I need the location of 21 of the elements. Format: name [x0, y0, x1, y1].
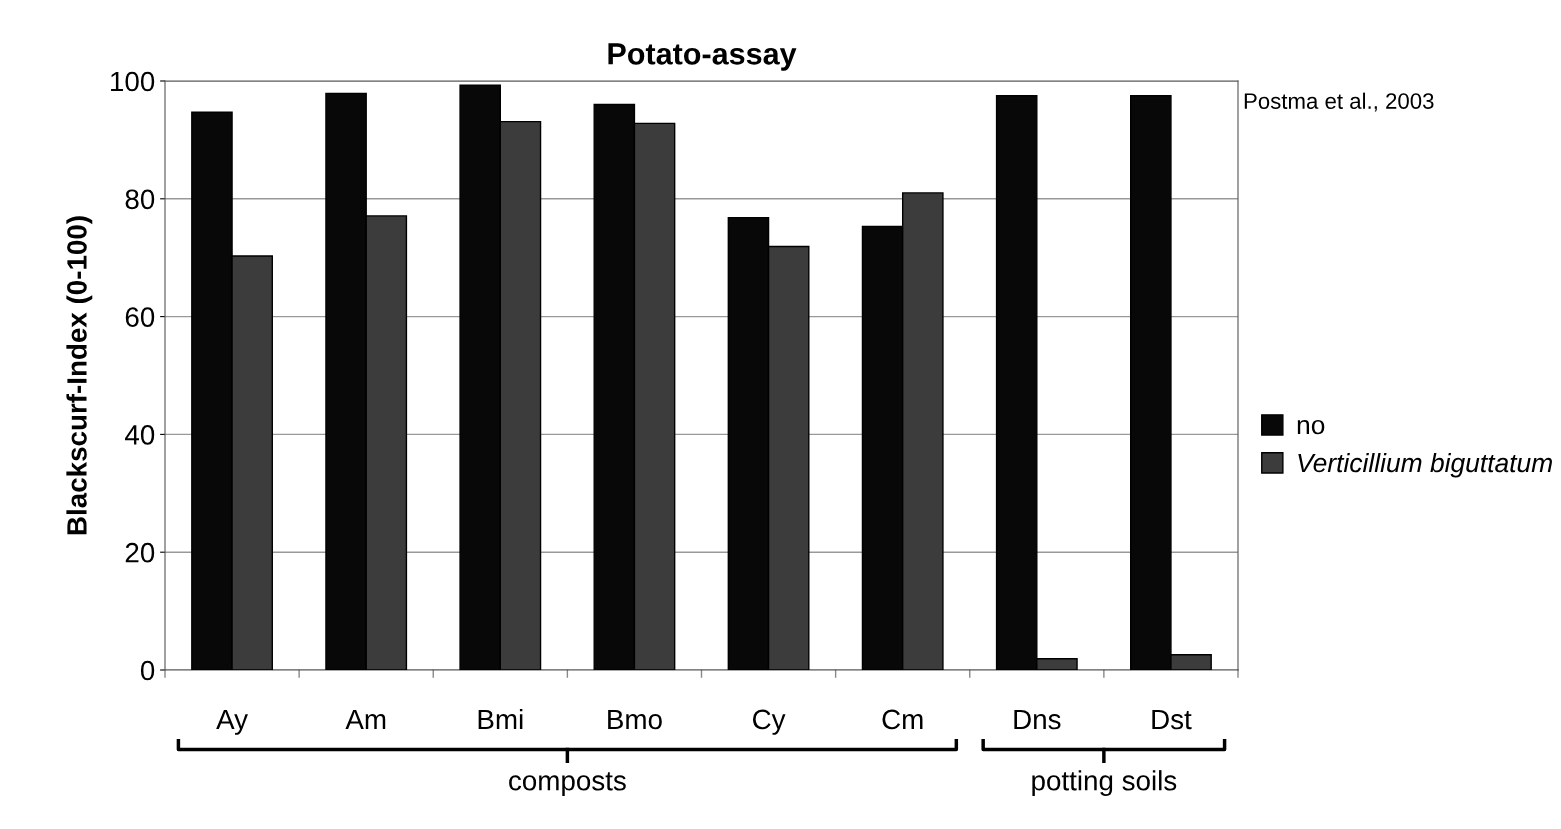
text: potting soils	[1032, 770, 1177, 797]
x-tick-label: Bmo	[608, 709, 662, 730]
y-tick-label: 20	[125, 542, 155, 563]
y-axis-title: Blackscurf-Index (0-100)	[66, 216, 93, 535]
chart-title: Potato-assay	[608, 43, 797, 71]
y-tick-label: 40	[125, 425, 155, 445]
y-tick-label: 80	[125, 189, 155, 210]
x-tick-label: Cm	[882, 709, 923, 730]
x-tick-label: Dst	[1152, 709, 1192, 730]
text: composts	[509, 772, 626, 797]
x-tick-label: Ay	[216, 709, 248, 735]
x-tick-label: Dns	[1014, 709, 1061, 730]
legend-label: Verticillium biguttatum	[1298, 452, 1552, 478]
text: Postma et al., 2003	[1244, 92, 1434, 112]
x-tick-label: Am	[345, 709, 386, 730]
x-tick-label: Bmi	[478, 708, 523, 730]
legend-label: no	[1297, 419, 1325, 435]
y-tick-label: 60	[125, 307, 155, 327]
x-tick-label: Cy	[753, 709, 786, 735]
y-tick-label: 100	[111, 71, 155, 92]
y-tick-label: 0	[140, 660, 155, 681]
